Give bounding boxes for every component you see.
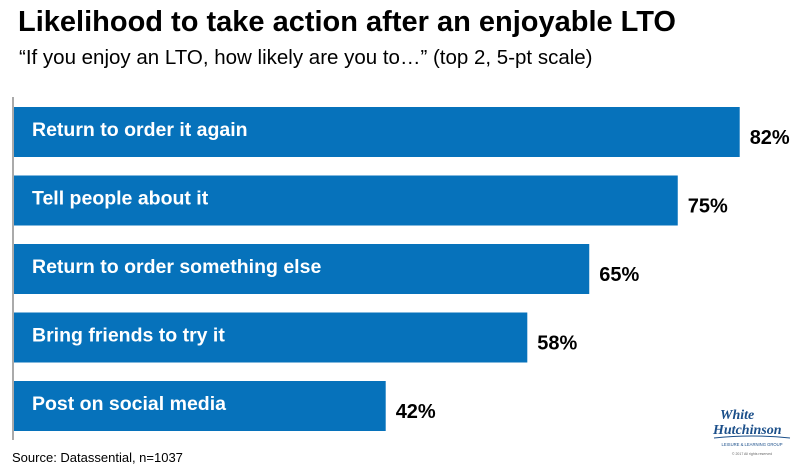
bar-2 bbox=[14, 244, 590, 294]
bar-3 bbox=[14, 312, 528, 363]
white-hutchinson-logo: White Hutchinson LEISURE & LEARNING GROU… bbox=[712, 408, 791, 456]
bar-1 bbox=[14, 175, 678, 226]
value-label-3: 58% bbox=[537, 333, 577, 355]
logo-swoosh bbox=[713, 435, 791, 439]
chart-subtitle: “If you enjoy an LTO, how likely are you… bbox=[19, 46, 593, 69]
source-note: Source: Datassential, n=1037 bbox=[12, 450, 183, 465]
bar-0 bbox=[14, 107, 740, 157]
logo-copyright: © 2017 All rights reserved bbox=[732, 452, 772, 456]
category-label-4: Post on social media bbox=[32, 393, 226, 415]
value-label-2: 65% bbox=[599, 264, 639, 286]
category-label-3: Bring friends to try it bbox=[32, 325, 225, 347]
value-label-4: 42% bbox=[396, 401, 436, 423]
value-label-1: 75% bbox=[688, 196, 728, 218]
bar-4 bbox=[14, 381, 386, 431]
category-label-1: Tell people about it bbox=[32, 188, 209, 210]
logo-line1: White bbox=[720, 408, 754, 423]
category-label-2: Return to order something else bbox=[32, 256, 321, 278]
value-label-0: 82% bbox=[750, 127, 790, 149]
logo-line2: Hutchinson bbox=[712, 423, 782, 438]
chart-title: Likelihood to take action after an enjoy… bbox=[18, 6, 676, 38]
logo-tagline: LEISURE & LEARNING GROUP bbox=[722, 442, 783, 447]
category-label-0: Return to order it again bbox=[32, 119, 248, 141]
